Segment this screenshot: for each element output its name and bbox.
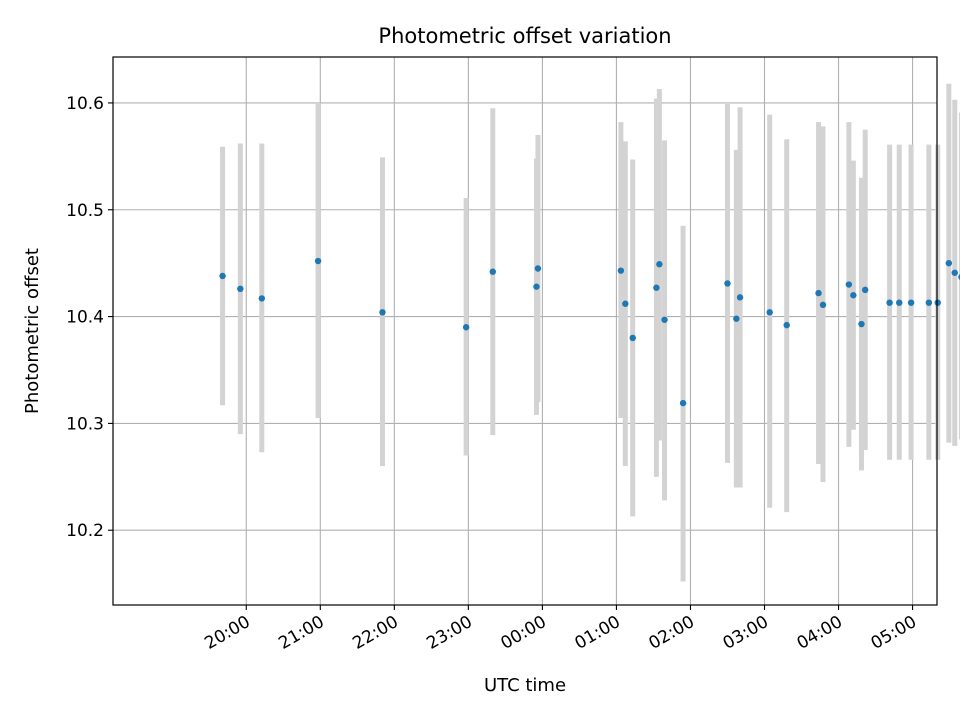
data-point [534, 265, 542, 272]
data-point [661, 316, 668, 323]
x-axis: 20:00 21:00 22:00 23:00 00:00 01:00 02:00 03:00… [201, 605, 920, 654]
data-point [907, 299, 915, 306]
data-point [258, 295, 266, 302]
data-point [858, 320, 865, 328]
data-point [945, 259, 953, 267]
data-point [819, 301, 827, 309]
y-tick-label: 10.5 [66, 201, 104, 221]
data-point [533, 283, 540, 290]
x-tick-label: 00:00 [497, 612, 549, 654]
data-point [219, 272, 226, 280]
data-point [629, 334, 636, 342]
y-tick-label: 10.4 [66, 308, 104, 328]
y-axis: 10.2 10.3 10.4 10.5 10.6 [66, 94, 113, 541]
data-point [951, 269, 958, 276]
data-point [733, 315, 740, 322]
data-point [934, 299, 941, 306]
data-point [896, 299, 903, 306]
x-tick-label: 02:00 [646, 612, 698, 654]
x-axis-label: UTC time [484, 675, 566, 696]
data-point [237, 285, 244, 293]
data-points [219, 257, 960, 407]
y-tick-label: 10.2 [66, 521, 104, 541]
x-tick-label: 23:00 [423, 612, 475, 654]
data-point [886, 299, 893, 306]
data-point [314, 257, 322, 265]
data-point [379, 309, 386, 316]
data-point [724, 280, 731, 287]
data-point [925, 299, 933, 306]
data-point [845, 281, 853, 288]
data-point [622, 300, 629, 307]
data-point [861, 286, 869, 294]
y-axis-label: Photometric offset [22, 248, 43, 414]
data-point [679, 399, 687, 407]
data-point [489, 268, 496, 275]
data-point [850, 292, 857, 299]
y-tick-label: 10.3 [66, 414, 104, 434]
x-tick-label: 04:00 [794, 612, 846, 654]
x-tick-label: 21:00 [275, 612, 327, 654]
x-tick-label: 03:00 [720, 612, 772, 654]
x-tick-label: 22:00 [349, 612, 401, 654]
data-point [766, 309, 773, 316]
data-point [783, 321, 790, 329]
data-point [736, 294, 744, 301]
error-bars [220, 83, 960, 582]
y-tick-label: 10.6 [66, 94, 104, 114]
data-point [815, 289, 822, 297]
x-tick-label: 01:00 [571, 612, 623, 654]
x-tick-label: 05:00 [868, 612, 920, 654]
data-point [617, 267, 625, 274]
x-tick-label: 20:00 [201, 612, 253, 654]
plot-frame [112, 56, 938, 606]
chart-title: Photometric offset variation [378, 24, 671, 48]
data-point [653, 284, 660, 291]
data-point [656, 261, 663, 268]
grid [113, 57, 937, 605]
data-point [462, 324, 470, 331]
